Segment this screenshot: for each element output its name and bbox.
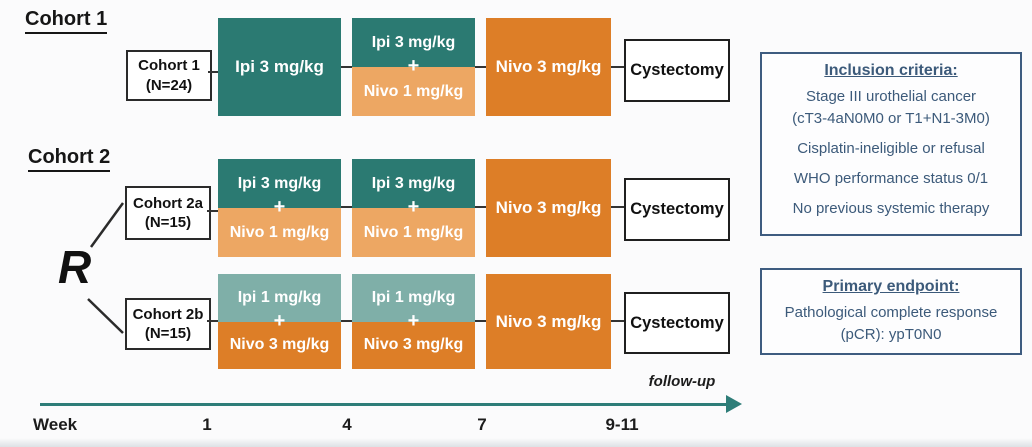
week-axis-label: Week xyxy=(33,415,78,434)
connector-line xyxy=(207,320,218,322)
plus-sign: + xyxy=(407,55,420,78)
bottom-edge-fade xyxy=(0,438,1032,447)
connector-line xyxy=(611,320,624,322)
cohort2b-cystectomy-box: Cystectomy xyxy=(624,292,730,354)
inclusion-line: (cT3-4aN0M0 or T1+N1-3M0) xyxy=(792,110,990,127)
week-tick-7: 7 xyxy=(477,415,487,434)
week-tick-4: 4 xyxy=(342,415,352,434)
cohort1-dose3-box: Nivo 3 mg/kg xyxy=(486,18,611,116)
cohort-1-n-box-line2: (N=24) xyxy=(145,76,193,94)
connector-line xyxy=(475,320,486,322)
connector-line xyxy=(611,206,624,208)
cohort2a-dose2-box: Ipi 3 mg/kg Nivo 1 mg/kg + xyxy=(352,159,475,257)
connector-line xyxy=(611,66,624,68)
cohort2a-dose3-box: Nivo 3 mg/kg xyxy=(486,159,611,257)
cohort2b-dose3-box: Nivo 3 mg/kg xyxy=(486,274,611,369)
connector-line xyxy=(208,71,218,73)
cohort2b-dose2-bottom-label: Nivo 3 mg/kg xyxy=(352,321,475,369)
inclusion-criteria-title: Inclusion criteria: xyxy=(824,62,958,79)
cohort-2a-n-box-line2: (N=15) xyxy=(144,214,192,231)
plus-sign: + xyxy=(407,196,420,219)
cohort1-dose1-box: Ipi 3 mg/kg xyxy=(218,18,341,116)
cohort1-dose2-box: Ipi 3 mg/kg Nivo 1 mg/kg + xyxy=(352,18,475,116)
plus-sign: + xyxy=(407,309,420,332)
week-tick-9-11: 9-11 xyxy=(605,415,639,434)
timeline-axis-line xyxy=(40,403,728,406)
cohort-2b-n-box-line2: (N=15) xyxy=(144,325,192,342)
cohort2a-dose1-bottom-label: Nivo 1 mg/kg xyxy=(218,208,341,257)
inclusion-line: WHO performance status 0/1 xyxy=(793,170,989,187)
connector-line xyxy=(341,206,352,208)
primary-endpoint-panel: Primary endpoint: Pathological complete … xyxy=(760,268,1022,355)
endpoint-line: (pCR): ypT0N0 xyxy=(840,326,942,343)
cohort-2-heading: Cohort 2 xyxy=(28,146,111,172)
cohort1-dose3-label: Nivo 3 mg/kg xyxy=(495,57,602,76)
endpoint-line: Pathological complete response xyxy=(784,304,998,321)
follow-up-label: follow-up xyxy=(648,373,716,390)
cohort2b-dose1-top-label: Ipi 1 mg/kg xyxy=(218,274,341,322)
week-tick-1: 1 xyxy=(202,415,212,434)
timeline-arrowhead xyxy=(726,395,742,413)
cohort2b-dose2-top-label: Ipi 1 mg/kg xyxy=(352,274,475,322)
cohort-2b-n-box: Cohort 2b (N=15) xyxy=(125,298,211,350)
inclusion-line: No previous systemic therapy xyxy=(792,200,990,217)
cohort2a-dose2-top-label: Ipi 3 mg/kg xyxy=(352,159,475,208)
cohort2a-dose1-top-label: Ipi 3 mg/kg xyxy=(218,159,341,208)
inclusion-line: Cisplatin-ineligible or refusal xyxy=(797,140,985,157)
connector-line xyxy=(341,320,352,322)
cohort2b-dose1-bottom-label: Nivo 3 mg/kg xyxy=(218,321,341,369)
cohort1-dose1-label: Ipi 3 mg/kg xyxy=(235,57,324,76)
cohort-2b-n-box-line1: Cohort 2b xyxy=(132,305,204,323)
connector-line xyxy=(341,66,352,68)
cohort1-dose2-top-label: Ipi 3 mg/kg xyxy=(352,18,475,67)
randomization-r-symbol: R xyxy=(58,241,92,293)
cohort2b-dose3-label: Nivo 3 mg/kg xyxy=(495,311,602,331)
cohort2a-dose1-box: Ipi 3 mg/kg Nivo 1 mg/kg + xyxy=(218,159,341,257)
cohort-2a-n-box-line1: Cohort 2a xyxy=(132,194,203,212)
plus-sign: + xyxy=(273,196,286,219)
connector-line xyxy=(207,210,218,212)
cohort2a-dose2-bottom-label: Nivo 1 mg/kg xyxy=(352,208,475,257)
cohort2a-dose3-label: Nivo 3 mg/kg xyxy=(495,198,602,217)
inclusion-criteria-panel: Inclusion criteria: Stage III urothelial… xyxy=(760,52,1022,236)
plus-sign: + xyxy=(273,309,286,332)
cohort2b-dose2-box: Ipi 1 mg/kg Nivo 3 mg/kg + xyxy=(352,274,475,369)
primary-endpoint-title: Primary endpoint: xyxy=(822,278,960,295)
connector-line xyxy=(475,206,486,208)
cohort1-cystectomy-box: Cystectomy xyxy=(624,39,730,102)
cohort2a-cystectomy-box: Cystectomy xyxy=(624,178,730,241)
cohort2b-dose1-box: Ipi 1 mg/kg Nivo 3 mg/kg + xyxy=(218,274,341,369)
inclusion-line: Stage III urothelial cancer xyxy=(805,88,977,105)
cohort1-dose2-bottom-label: Nivo 1 mg/kg xyxy=(352,67,475,116)
cohort-2a-n-box: Cohort 2a (N=15) xyxy=(125,186,211,240)
cohort-1-n-box-line1: Cohort 1 xyxy=(138,57,200,74)
connector-line xyxy=(475,66,486,68)
cohort-1-heading: Cohort 1 xyxy=(25,8,108,34)
cohort-1-n-box: Cohort 1 (N=24) xyxy=(126,50,212,101)
